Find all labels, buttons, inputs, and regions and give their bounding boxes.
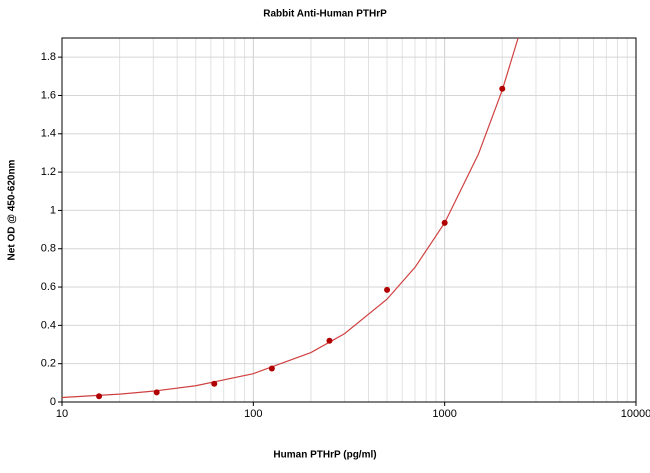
- y-tick-label: 0: [50, 396, 56, 408]
- data-point: [96, 393, 103, 400]
- x-tick-label: 10000: [621, 408, 650, 420]
- data-point: [268, 365, 275, 372]
- y-tick-label: 1.4: [41, 128, 56, 140]
- data-point: [153, 389, 160, 396]
- y-axis-label: Net OD @ 450-620nm: [7, 159, 18, 260]
- x-tick-label: 10: [56, 408, 68, 420]
- data-point: [326, 337, 333, 344]
- y-tick-label: 0.4: [41, 319, 56, 331]
- x-tick-label: 100: [244, 408, 262, 420]
- plot-frame: [61, 37, 637, 403]
- y-tick-label: 1: [50, 204, 56, 216]
- data-point: [499, 85, 506, 92]
- fit-curve: [61, 37, 519, 399]
- data-point: [441, 219, 448, 226]
- y-tick-label: 1.6: [41, 89, 56, 101]
- y-tick-label: 0.8: [41, 243, 56, 255]
- chart-title: Rabbit Anti-Human PTHrP: [263, 9, 387, 20]
- data-point: [384, 286, 391, 293]
- x-axis-label: Human PTHrP (pg/ml): [273, 450, 376, 461]
- x-tick-label: 1000: [432, 408, 456, 420]
- data-point: [211, 380, 218, 387]
- y-tick-label: 0.2: [41, 358, 56, 370]
- y-tick-label: 1.8: [41, 51, 56, 63]
- y-tick-label: 1.2: [41, 166, 56, 178]
- y-tick-label: 0.6: [41, 281, 56, 293]
